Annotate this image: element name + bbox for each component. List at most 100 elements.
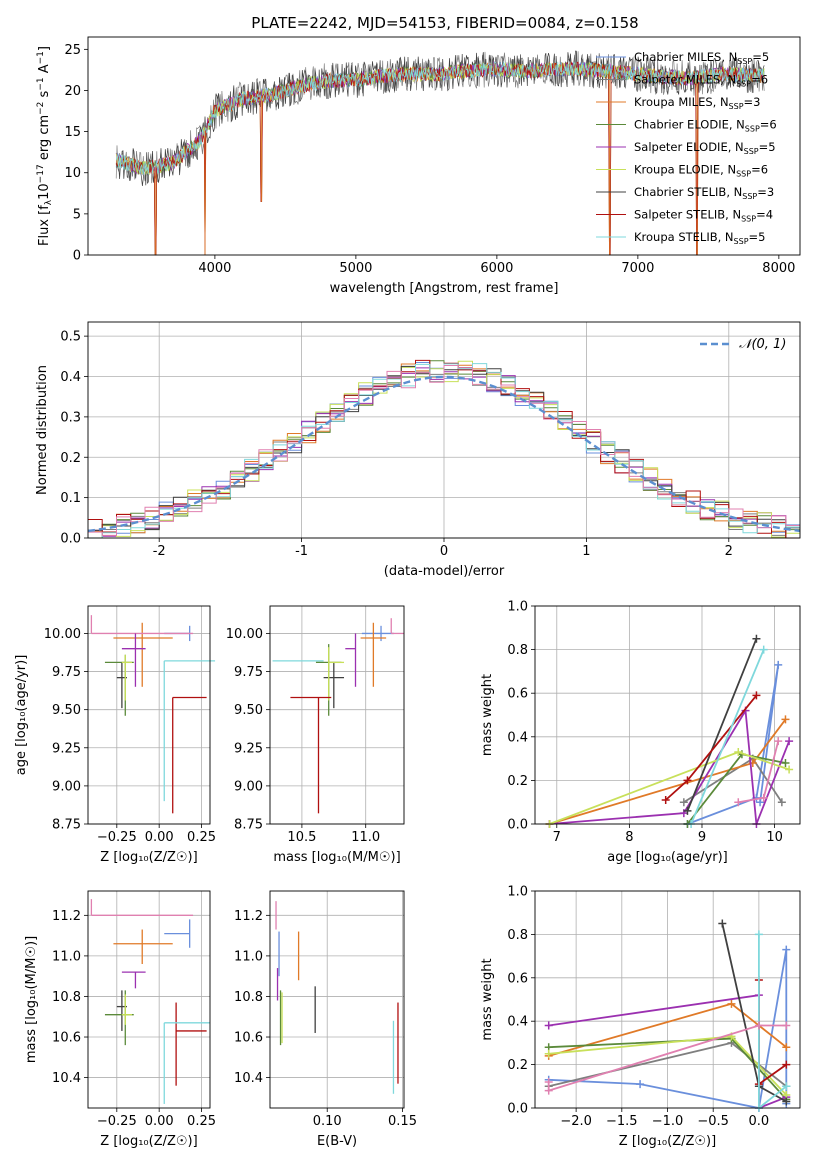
axes-frame <box>87 321 801 539</box>
mass-weight-marker <box>782 1021 791 1030</box>
legend-text: Kroupa STELIB, N <box>634 230 734 244</box>
mass-weight-marker <box>683 776 692 785</box>
axes-frame <box>534 890 801 1109</box>
mass-weight-marker <box>683 806 692 815</box>
mass-weight-marker <box>782 945 791 954</box>
y-tick-label: 25 <box>64 43 81 58</box>
mass-weight-marker <box>754 1021 763 1030</box>
mass-weight-marker <box>544 1077 553 1086</box>
y-tick-label: 0.2 <box>507 1058 528 1073</box>
mass-weight-marker <box>774 660 783 669</box>
mass-weight-line <box>686 638 758 812</box>
legend-sub: SSP <box>734 237 749 246</box>
x-axis-label: Z [log₁₀(Z/Z☉)] <box>100 850 197 865</box>
y-tick-label: 0.4 <box>60 370 81 385</box>
mass-weight-line <box>738 740 780 804</box>
legend-value: =3 <box>744 95 761 109</box>
legend-entry: Chabrier ELODIE, NSSP=6 <box>634 118 777 134</box>
legend-sub: SSP <box>744 147 759 156</box>
legend-entry: Salpeter ELODIE, NSSP=5 <box>634 140 776 156</box>
y-axis-label-part: λ <box>44 199 54 205</box>
legend-sub: SSP <box>742 192 757 201</box>
legend-value: =6 <box>751 73 768 87</box>
mass-weight-vs-age-panel: 7 8 9 10 0.0 0.2 0.4 0.6 0.8 1.0 age [log₁₀(age/yr… <box>480 600 801 865</box>
y-tick-label: 0.0 <box>507 818 528 833</box>
legend-value: =6 <box>751 163 768 177</box>
figure-title: PLATE=2242, MJD=54153, FIBERID=0084, z=0… <box>251 14 638 32</box>
mass-weight-marker <box>756 798 765 807</box>
y-tick-label: 10.6 <box>52 1031 81 1046</box>
y-tick-label: 9.00 <box>234 779 263 794</box>
x-tick-label: 10.5 <box>287 830 316 845</box>
mass-weight-marker <box>777 798 786 807</box>
x-tick-label: 1 <box>582 544 590 559</box>
y-axis-label-part: 10 <box>37 183 52 200</box>
mass-weight-marker <box>774 737 783 746</box>
legend-entry: Kroupa ELODIE, NSSP=6 <box>634 163 768 179</box>
mass-weight-line <box>547 1024 787 1092</box>
x-tick-label: 5000 <box>339 261 372 276</box>
mass-weight-marker <box>679 798 688 807</box>
mass-weight-marker <box>781 715 790 724</box>
legend-entry: Chabrier MILES, NSSP=5 <box>634 50 769 66</box>
legend-text: Kroupa ELODIE, N <box>634 163 736 177</box>
x-axis-label: mass [log₁₀(M/M☉)] <box>273 850 400 865</box>
x-tick-label: −1.5 <box>606 1114 638 1129</box>
y-axis-label-part: −1 <box>36 51 46 64</box>
x-axis-label: Z [log₁₀(Z/Z☉)] <box>100 1134 197 1149</box>
y-tick-label: 0.1 <box>60 491 81 506</box>
histogram-series <box>88 365 800 536</box>
age-vs-metallicity-panel: −0.25 0.00 0.25 8.75 9.00 9.25 9.50 9.75 10.00 Z … <box>14 605 216 865</box>
mass-weight-marker <box>752 634 761 643</box>
y-tick-label: 0.5 <box>60 330 81 345</box>
y-axis-label: age [log₁₀(age/yr)] <box>14 655 29 776</box>
x-axis-label: (data-model)/error <box>384 564 505 579</box>
mass-weight-marker <box>752 691 761 700</box>
y-tick-label: 9.25 <box>234 741 263 756</box>
mass-weight-marker <box>782 1082 791 1091</box>
y-axis-label: mass weight <box>480 674 495 756</box>
mass-weight-marker <box>759 793 768 802</box>
x-tick-label: 11.0 <box>351 830 380 845</box>
mass-weight-line <box>687 664 780 825</box>
x-axis-label: Z [log₁₀(Z/Z☉)] <box>619 1134 716 1149</box>
mass-weight-marker <box>544 1049 553 1058</box>
y-tick-label: 10.00 <box>44 627 81 642</box>
x-tick-label: 4000 <box>198 261 231 276</box>
mass-weight-marker <box>718 919 727 928</box>
y-tick-label: 0.4 <box>507 730 528 745</box>
y-axis-label-part: s <box>37 90 52 101</box>
legend-text: Chabrier MILES, N <box>634 50 737 64</box>
y-tick-label: 0 <box>73 249 81 264</box>
x-tick-label: 9 <box>698 830 706 845</box>
legend-value: =5 <box>752 50 769 64</box>
x-tick-label: −1.0 <box>652 1114 684 1129</box>
x-tick-label: 0.00 <box>145 1114 174 1129</box>
y-axis-label: mass weight <box>480 958 495 1040</box>
y-tick-label: 10.4 <box>52 1071 81 1086</box>
y-tick-label: 10.00 <box>226 627 263 642</box>
x-tick-label: 0.15 <box>388 1114 417 1129</box>
legend-sub: SSP <box>737 57 752 66</box>
normal-curve <box>87 375 801 533</box>
x-tick-label: 0.10 <box>313 1114 342 1129</box>
legend-sub: SSP <box>736 80 751 89</box>
y-tick-label: 20 <box>64 84 81 99</box>
x-tick-label: -1 <box>295 544 308 559</box>
x-tick-label: 10 <box>766 830 783 845</box>
x-tick-label: 8000 <box>762 261 795 276</box>
mass-weight-marker <box>785 737 794 746</box>
legend-value: =5 <box>749 230 766 244</box>
legend-entry: Kroupa STELIB, NSSP=5 <box>634 230 765 246</box>
mass-weight-marker <box>782 1060 791 1069</box>
y-tick-label: 0.2 <box>60 451 81 466</box>
legend-text: Chabrier STELIB, N <box>634 185 742 199</box>
axes-frame <box>534 605 801 825</box>
legend-value: =5 <box>759 140 776 154</box>
mass-weight-marker <box>734 798 743 807</box>
y-tick-label: 0.0 <box>60 532 81 547</box>
y-tick-label: 0.8 <box>507 928 528 943</box>
y-axis-label-part: A <box>37 64 52 77</box>
axes-frame <box>269 890 405 1109</box>
spectrum-line <box>115 61 765 175</box>
